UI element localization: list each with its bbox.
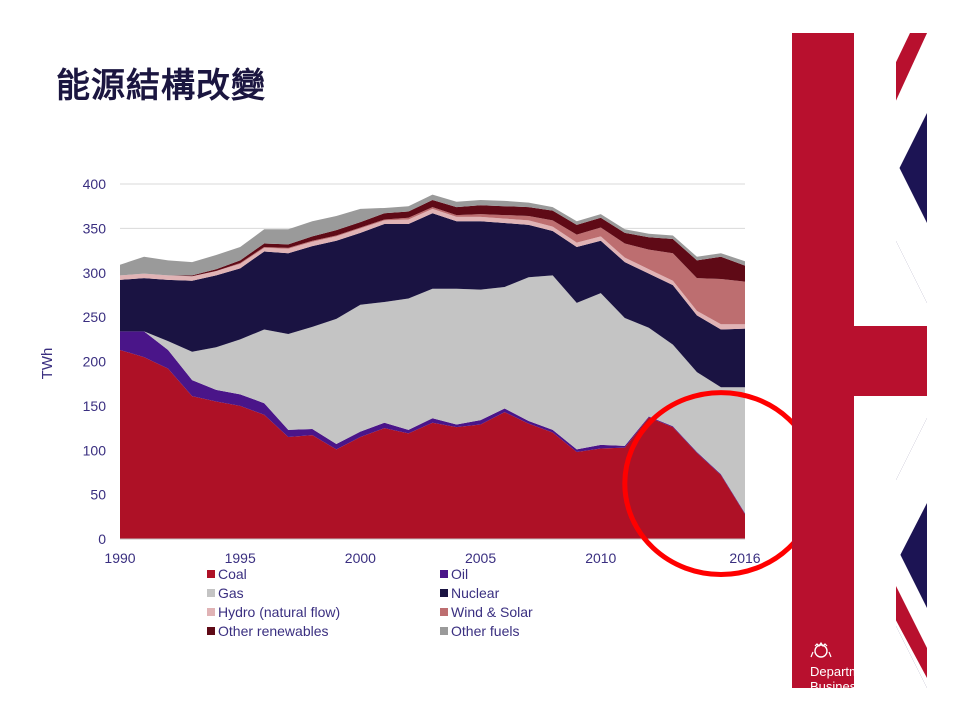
legend-label: Gas (218, 585, 244, 601)
y-tick-label: 0 (98, 531, 106, 547)
legend-label: Coal (218, 566, 247, 582)
y-axis-title: TWh (39, 348, 56, 380)
y-tick-label: 50 (90, 487, 106, 503)
legend-swatch (440, 570, 448, 578)
legend-label: Oil (451, 566, 468, 582)
y-tick-label: 300 (83, 265, 107, 281)
slide-title: 能源結構改變 (56, 66, 266, 106)
y-tick-label: 350 (83, 220, 107, 236)
y-tick-label: 200 (83, 354, 107, 370)
legend-swatch (207, 627, 215, 635)
legend-label: Other fuels (451, 623, 519, 639)
x-tick-label: 1990 (104, 550, 135, 566)
x-tick-label: 2016 (729, 550, 760, 566)
x-tick-label: 2000 (345, 550, 376, 566)
royal-crest-icon (810, 642, 832, 658)
legend-swatch (207, 608, 215, 616)
department-name: Department for Business, Energy (810, 664, 912, 694)
x-tick-label: 1995 (225, 550, 256, 566)
y-tick-label: 400 (83, 176, 107, 192)
union-jack-flag (792, 33, 927, 688)
department-logo: Department for Business, Energy (806, 640, 926, 694)
y-tick-label: 100 (83, 442, 107, 458)
area-series-0 (120, 349, 745, 539)
y-tick-label: 150 (83, 398, 107, 414)
legend-swatch (207, 570, 215, 578)
x-tick-label: 2010 (585, 550, 616, 566)
area-series-3 (120, 213, 745, 388)
area-series-5 (120, 207, 745, 325)
legend-label: Hydro (natural flow) (218, 604, 340, 620)
legend-swatch (207, 589, 215, 597)
legend-label: Nuclear (451, 585, 500, 601)
legend-swatch (440, 627, 448, 635)
legend-swatch (440, 589, 448, 597)
legend-swatch (440, 608, 448, 616)
x-tick-label: 2005 (465, 550, 496, 566)
legend-label: Wind & Solar (451, 604, 533, 620)
y-tick-label: 250 (83, 309, 107, 325)
area-series-2 (120, 275, 745, 514)
legend-label: Other renewables (218, 623, 329, 639)
area-series-7 (120, 194, 745, 276)
